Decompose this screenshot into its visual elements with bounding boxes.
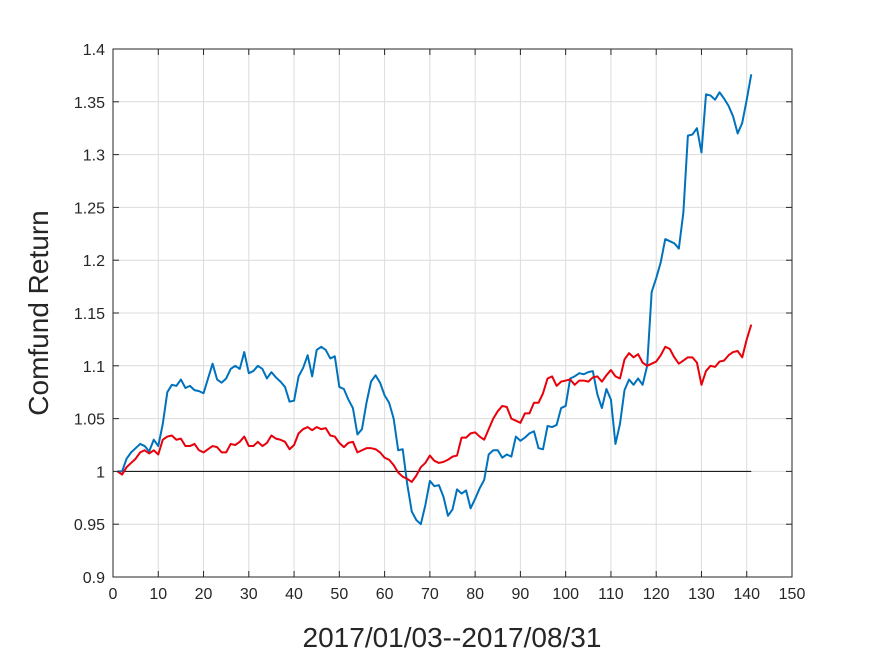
x-tick-label: 90	[512, 586, 530, 603]
y-tick-label: 0.9	[83, 570, 105, 587]
x-tick-label: 120	[643, 586, 670, 603]
x-axis-label: 2017/01/03--2017/08/31	[303, 622, 602, 653]
x-tick-label: 100	[552, 586, 579, 603]
x-tick-label: 70	[421, 586, 439, 603]
x-tick-label: 130	[688, 586, 715, 603]
x-tick-label: 40	[285, 586, 303, 603]
y-tick-label: 1.05	[74, 412, 105, 429]
x-tick-label: 60	[376, 586, 394, 603]
x-tick-label: 0	[109, 586, 118, 603]
x-tick-label: 80	[466, 586, 484, 603]
y-tick-label: 1.15	[74, 306, 105, 323]
x-tick-label: 110	[598, 586, 624, 603]
y-tick-label: 1	[96, 464, 105, 481]
y-axis-ticks: 0.9 0.95 1 1.05 1.1 1.15 1.2 1.25 1.3 1.35 1.4	[74, 42, 792, 587]
y-tick-label: 1.2	[83, 253, 105, 270]
series-group	[116, 74, 753, 526]
x-tick-label: 20	[195, 586, 213, 603]
y-axis-label: Comfund Return	[23, 210, 54, 415]
y-tick-label: 1.25	[74, 200, 105, 217]
x-tick-label: 50	[330, 586, 348, 603]
series-line-1	[117, 74, 753, 526]
x-axis-ticks: 0 10 20 30 40 50 60 70 80 90 100 110 120 130 140 150	[109, 49, 806, 603]
y-tick-label: 1.4	[83, 42, 105, 59]
x-tick-label: 150	[779, 586, 806, 603]
x-tick-label: 10	[149, 586, 167, 603]
series-line-2	[116, 324, 753, 483]
y-tick-label: 1.35	[74, 95, 105, 112]
x-tick-label: 140	[733, 586, 760, 603]
y-tick-label: 0.95	[74, 517, 105, 534]
y-tick-label: 1.3	[83, 148, 105, 165]
x-tick-label: 30	[240, 586, 258, 603]
y-tick-label: 1.1	[83, 359, 105, 376]
